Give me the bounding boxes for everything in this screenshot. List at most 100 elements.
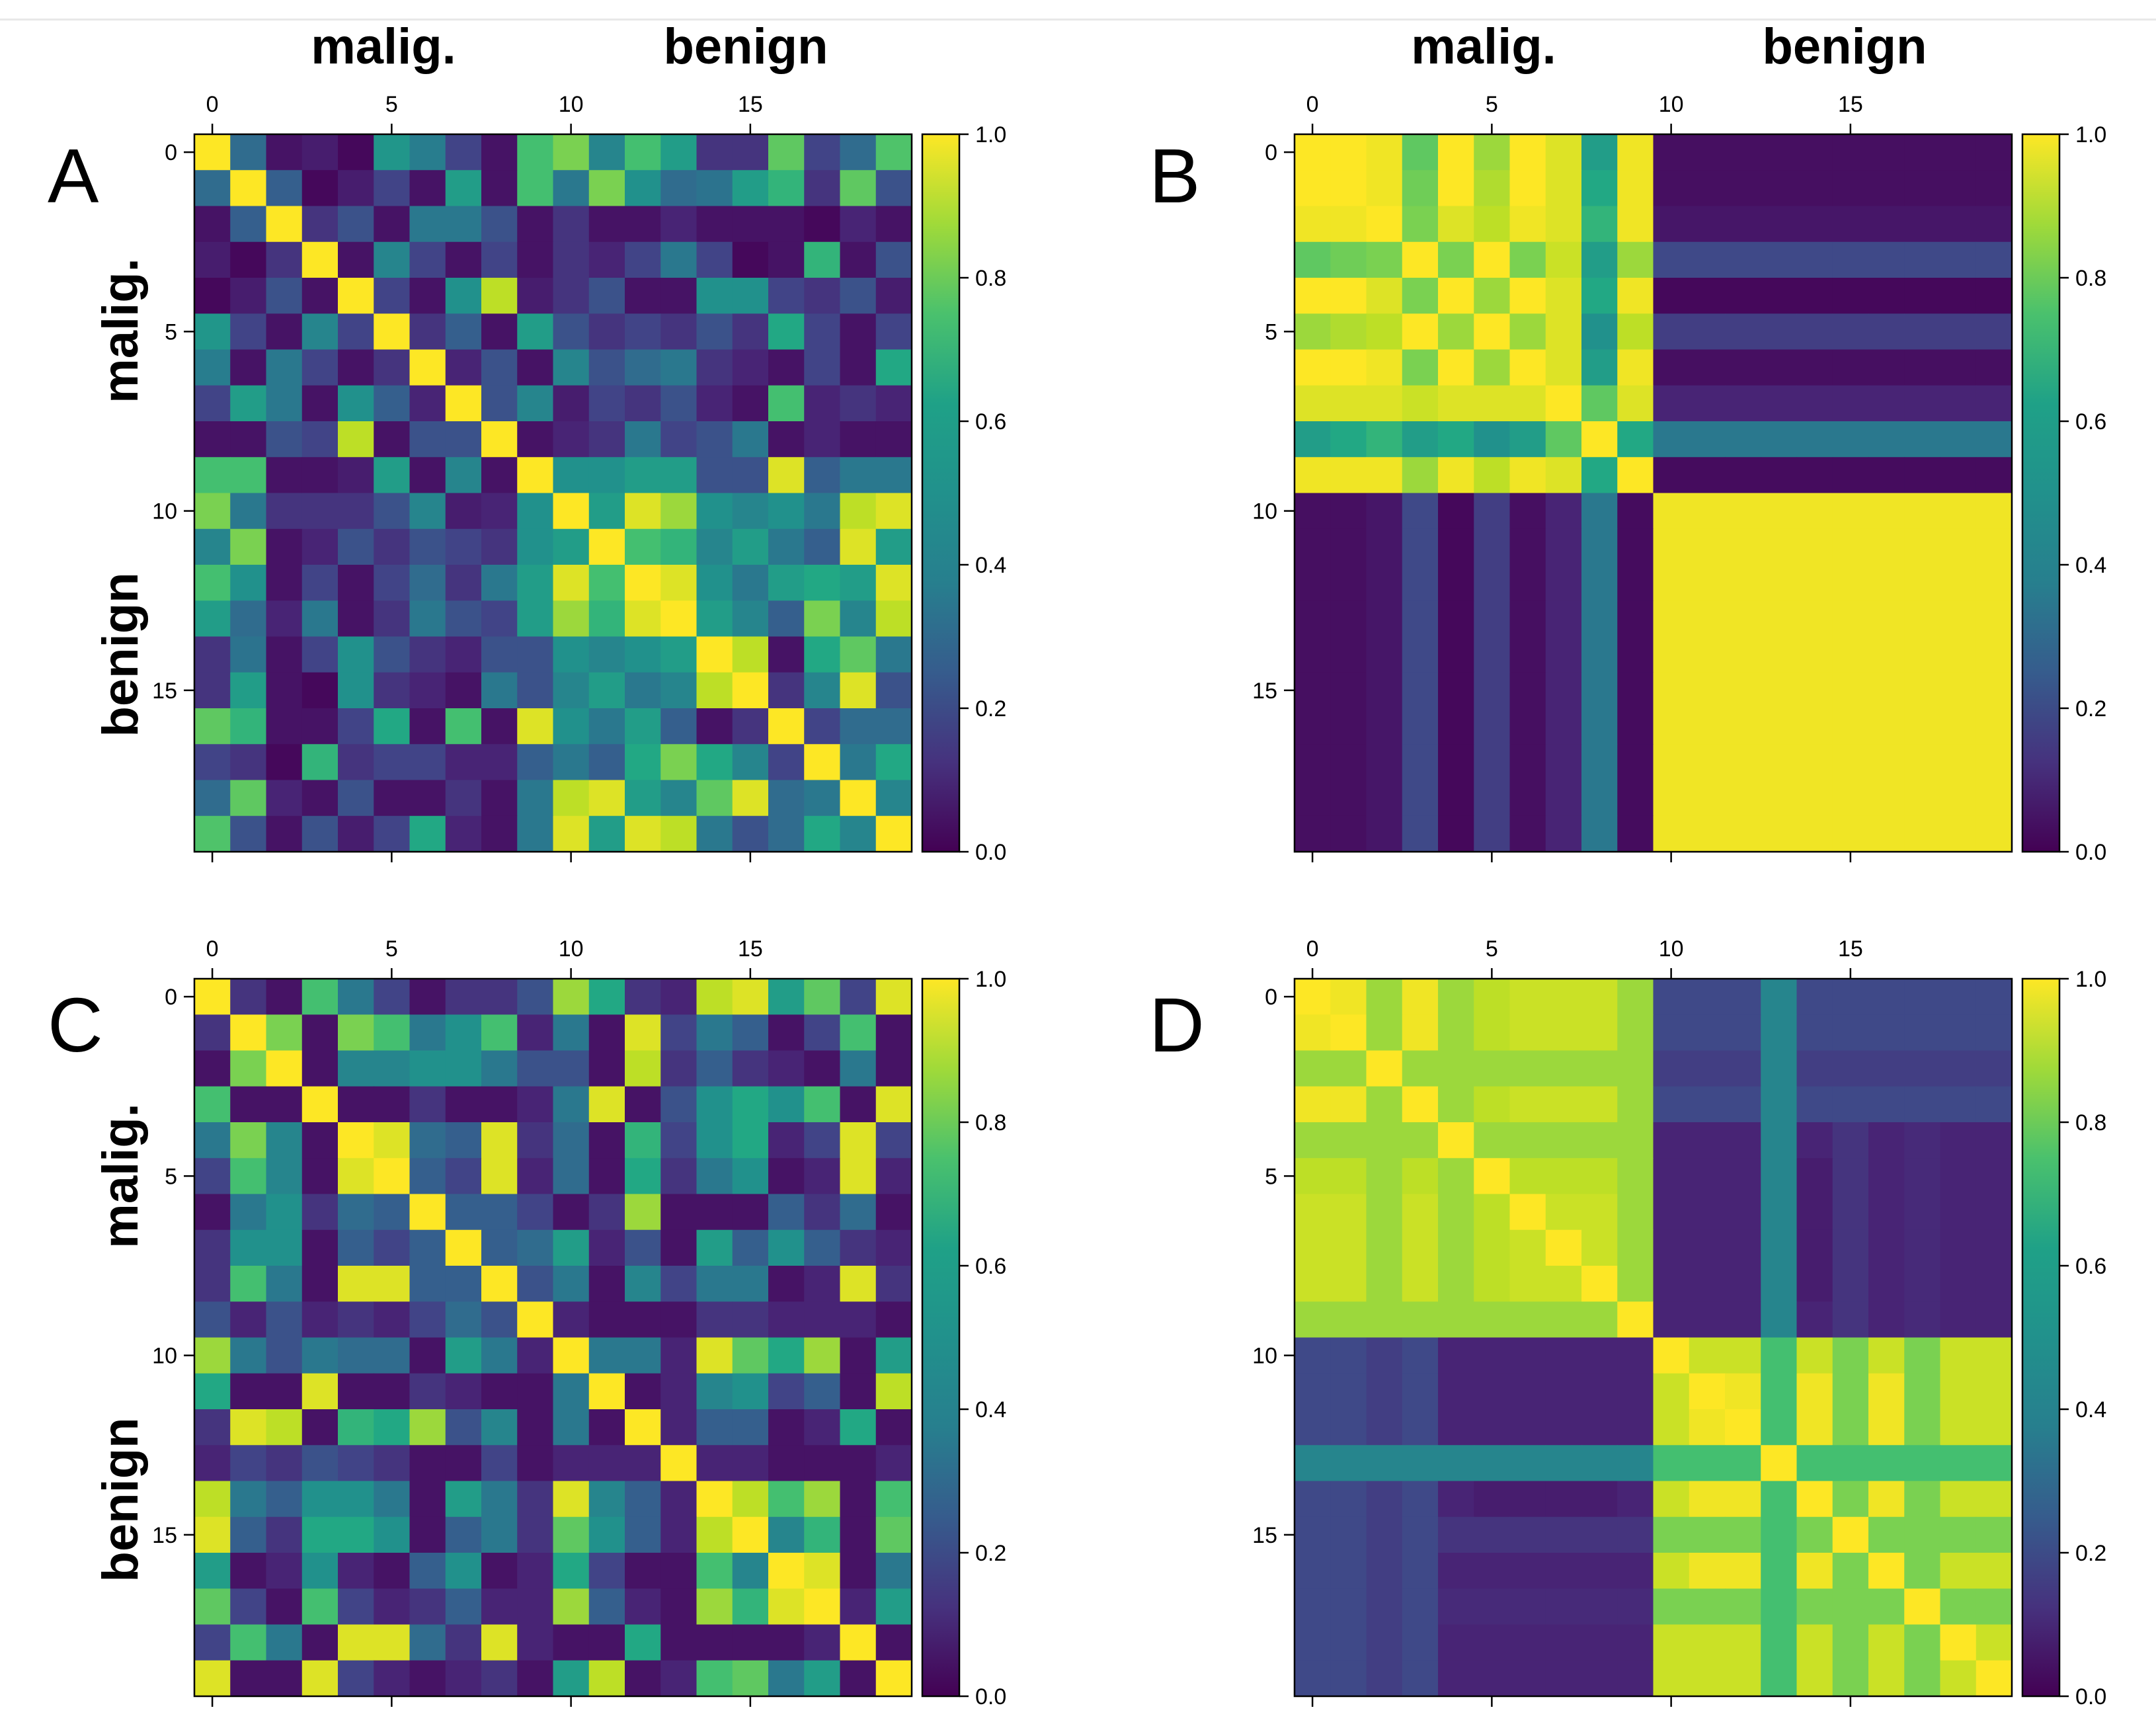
heatmap-cell [1761, 1337, 1798, 1374]
heatmap-cell [1761, 1158, 1798, 1195]
heatmap-cell [1545, 528, 1582, 565]
heatmap-cell [1868, 1516, 1905, 1553]
heatmap-cell [1617, 708, 1654, 745]
heatmap-cell [1617, 170, 1654, 207]
heatmap-cell [1402, 1409, 1439, 1446]
heatmap-cell [338, 1553, 374, 1589]
heatmap-cell [732, 1373, 769, 1410]
heatmap-cell [266, 1516, 303, 1553]
colorbar-bar [2021, 133, 2061, 853]
heatmap-cell [1653, 385, 1690, 422]
heatmap-cell [1474, 708, 1511, 745]
heatmap-cell [1438, 1409, 1474, 1446]
heatmap-cell [1330, 313, 1367, 350]
heatmap-cell [1295, 1194, 1331, 1231]
heatmap-cell [481, 421, 518, 458]
heatmap-cell [1438, 1050, 1474, 1087]
heatmap-cell [1545, 421, 1582, 458]
heatmap-cell [1617, 1553, 1654, 1589]
heatmap-cell [1761, 708, 1798, 745]
heatmap-cell [1438, 708, 1474, 745]
heatmap-cell [1366, 1122, 1403, 1159]
heatmap-cell [1330, 1266, 1367, 1302]
heatmap-cell [1868, 744, 1905, 781]
heatmap-cell [804, 672, 841, 709]
heatmap-cell [1725, 1194, 1761, 1231]
heatmap-cell [1761, 457, 1798, 494]
heatmap-cell [1832, 979, 1869, 1015]
heatmap-cell [1796, 979, 1833, 1015]
heatmap-cell [194, 1194, 231, 1231]
heatmap-cell [1796, 600, 1833, 637]
heatmap-cell [1904, 313, 1941, 350]
heatmap-cell [1474, 600, 1511, 637]
heatmap-cell [1904, 1050, 1941, 1087]
heatmap-cell [1581, 1194, 1618, 1231]
heatmap-cell [1545, 1086, 1582, 1123]
heatmap-cell [1653, 1624, 1690, 1661]
heatmap-cell [1474, 1373, 1511, 1410]
heatmap-cell [1940, 313, 1977, 350]
heatmap-cell [1509, 565, 1546, 601]
heatmap-cell [1868, 421, 1905, 458]
heatmap-cell [1904, 979, 1941, 1015]
heatmap-cell [553, 1516, 590, 1553]
heatmap-cell [660, 780, 698, 817]
heatmap-cell [732, 1588, 769, 1625]
heatmap-cell [840, 1194, 877, 1231]
heatmap-cell [1976, 1122, 2013, 1159]
heatmap-cell [1581, 708, 1618, 745]
heatmap-cell [732, 1301, 769, 1338]
heatmap-cell [625, 979, 661, 1015]
heatmap-cell [1725, 979, 1761, 1015]
heatmap-cell [1868, 1266, 1905, 1302]
heatmap-cell [1725, 134, 1761, 171]
heatmap-cell [1904, 1660, 1941, 1697]
heatmap-cell [374, 134, 411, 171]
heatmap-cell [230, 134, 267, 171]
heatmap-cell [1402, 600, 1439, 637]
heatmap-cell [660, 565, 698, 601]
heatmap-cell [1617, 457, 1654, 494]
heatmap-cell [1509, 1266, 1546, 1302]
heatmap-cell [660, 1588, 698, 1625]
heatmap-cell [1868, 565, 1905, 601]
heatmap-cell [445, 672, 482, 709]
heatmap-cell [266, 528, 303, 565]
heatmap-cell [588, 1624, 625, 1661]
colorbar-tick-label: 0.2 [2075, 1541, 2106, 1566]
heatmap-cell [445, 1409, 482, 1446]
heatmap-cell [1796, 385, 1833, 422]
heatmap-cell [1366, 780, 1403, 817]
heatmap-cell [875, 1229, 912, 1266]
heatmap-cell [1832, 1373, 1869, 1410]
heatmap-cell [1832, 134, 1869, 171]
heatmap-cell [1366, 1373, 1403, 1410]
heatmap-cell [1617, 1158, 1654, 1195]
heatmap-cell [266, 1409, 303, 1446]
heatmap-cell [1868, 241, 1905, 278]
heatmap-cell [875, 278, 912, 314]
heatmap-cell [1976, 241, 2013, 278]
heatmap-cell [1653, 1481, 1690, 1518]
heatmap-cell [1689, 708, 1726, 745]
heatmap-cell [1295, 565, 1331, 601]
heatmap-cell [481, 600, 518, 637]
colorbar-tick-label: 1.0 [2075, 122, 2106, 147]
heatmap-cell [1581, 1481, 1618, 1518]
heatmap-cell [1509, 636, 1546, 673]
heatmap-cell [660, 708, 698, 745]
heatmap-cell [768, 421, 805, 458]
heatmap-cell [1904, 1409, 1941, 1446]
panel-d-colorbar: 0.00.20.40.60.81.0 [2021, 967, 2106, 1709]
heatmap-cell [194, 1409, 231, 1446]
heatmap-cell [875, 206, 912, 243]
heatmap-cell [1366, 815, 1403, 852]
heatmap-cell [625, 636, 661, 673]
heatmap-cell [1689, 349, 1726, 386]
heatmap-cell [1653, 313, 1690, 350]
heatmap-cell [1725, 349, 1761, 386]
heatmap-cell [301, 636, 339, 673]
